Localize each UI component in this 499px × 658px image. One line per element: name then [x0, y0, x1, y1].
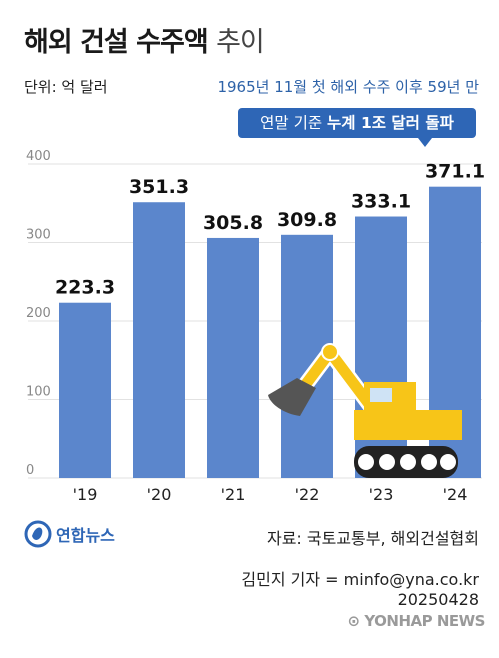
title-suffix: 추이 — [216, 27, 265, 58]
logo-text: 연합뉴스 — [56, 526, 115, 545]
x-tick-label: '20 — [147, 485, 172, 504]
excavator-wheel — [438, 452, 458, 472]
reporter-text: 김민지 기자 = minfo@yna.co.kr — [241, 570, 479, 589]
bar-value-label: 371.1 — [425, 161, 485, 183]
x-tick-label: '19 — [73, 485, 98, 504]
callout-bold: 누계 1조 달러 돌파 — [327, 114, 454, 132]
excavator-wheel — [398, 452, 418, 472]
excavator-body — [354, 410, 462, 440]
excavator-wheel — [356, 452, 376, 472]
watermark-text: YONHAP NEWS — [364, 612, 485, 630]
y-tick-label: 200 — [26, 306, 51, 321]
x-tick-label: '23 — [369, 485, 394, 504]
x-tick-label: '21 — [221, 485, 246, 504]
y-tick-label: 400 — [26, 149, 51, 164]
history-note: 1965년 11월 첫 해외 수주 이후 59년 만 — [217, 78, 479, 96]
y-tick-label: 0 — [26, 463, 34, 478]
bar-value-label: 333.1 — [351, 191, 411, 213]
title-main: 해외 건설 수주액 — [24, 27, 209, 58]
page-title: 해외 건설 수주액 추이 — [24, 20, 265, 59]
watermark-icon: ⊙ — [347, 612, 365, 630]
logo-circle-icon — [24, 520, 52, 548]
excavator-window — [370, 388, 392, 402]
date-text: 20250428 — [397, 590, 479, 609]
excavator-icon — [268, 343, 462, 478]
watermark: ⊙ YONHAP NEWS — [347, 612, 486, 630]
y-tick-label: 100 — [26, 385, 51, 400]
bar — [59, 302, 111, 478]
excavator-bucket — [268, 378, 316, 416]
x-tick-label: '24 — [443, 485, 468, 504]
yonhap-logo: 연합뉴스 — [24, 520, 115, 548]
x-tick-label: '22 — [295, 485, 320, 504]
bar — [207, 237, 259, 478]
credit-block: 김민지 기자 = minfo@yna.co.kr 20250428 — [241, 570, 479, 610]
bar-value-label: 305.8 — [203, 212, 263, 234]
excavator-joint — [321, 343, 339, 361]
bar — [133, 202, 185, 479]
bar-value-label: 351.3 — [129, 176, 189, 198]
y-tick-label: 300 — [26, 228, 51, 243]
excavator-wheel — [419, 452, 439, 472]
source-text: 자료: 국토교통부, 해외건설협회 — [266, 529, 479, 548]
bar-value-label: 309.8 — [277, 209, 337, 231]
milestone-callout: 연말 기준 누계 1조 달러 돌파 — [238, 108, 476, 147]
callout-plain: 연말 기준 — [260, 114, 328, 132]
bar-value-label: 223.3 — [55, 277, 115, 299]
unit-label: 단위: 억 달러 — [24, 78, 108, 96]
excavator-wheel — [377, 452, 397, 472]
logo-swoosh-icon — [32, 527, 43, 540]
